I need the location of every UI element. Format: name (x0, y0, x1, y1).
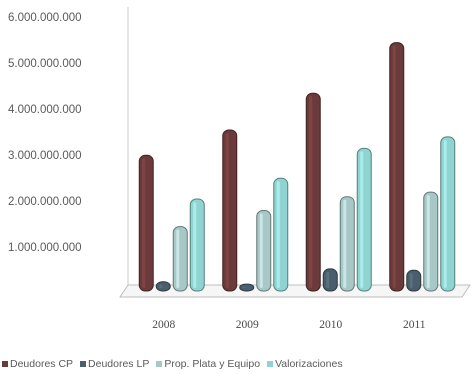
bar-deudores-cp-2009 (222, 129, 238, 292)
bar-prop-plata-y-equipo-2009 (256, 210, 272, 292)
bar-prop-plata-y-equipo-2010 (339, 196, 355, 292)
bar-valorizaciones-2011 (440, 136, 456, 292)
bar-valorizaciones-2009 (273, 177, 289, 292)
x-tick-label: 2008 (152, 319, 175, 331)
legend-item: Deudores LP (80, 358, 149, 370)
x-tick-label: 2010 (319, 319, 342, 331)
chart-legend: Deudores CP Deudores LP Prop. Plata y Equi… (2, 356, 475, 372)
y-tick-label: 2.000.000.000 (8, 196, 82, 208)
legend-label: Valorizaciones (275, 358, 343, 370)
bar-deudores-lp-2010 (322, 268, 338, 292)
y-tick-label: 5.000.000.000 (8, 58, 82, 70)
legend-label: Deudores LP (88, 358, 150, 370)
legend-label: Deudores CP (10, 358, 74, 370)
bar-prop-plata-y-equipo-2011 (423, 191, 439, 292)
bar-deudores-cp-2010 (305, 92, 321, 292)
bar-valorizaciones-2008 (189, 198, 205, 292)
y-tick-label: 3.000.000.000 (8, 150, 82, 162)
x-tick-label: 2009 (236, 319, 259, 331)
legend-item: Prop. Plata y Equipo (156, 358, 260, 370)
y-tick-label: 4.000.000.000 (8, 104, 82, 116)
legend-item: Valorizaciones (267, 358, 343, 370)
bar-deudores-cp-2011 (389, 42, 405, 292)
y-tick-label: 6.000.000.000 (8, 12, 82, 24)
bar-deudores-cp-2008 (138, 154, 154, 292)
bar-deudores-lp-2011 (406, 269, 422, 292)
legend-swatch (2, 361, 8, 367)
bar-deudores-lp-2009 (239, 283, 255, 292)
legend-label: Prop. Plata y Equipo (164, 358, 261, 370)
legend-item: Deudores CP (2, 358, 73, 370)
bar-deudores-lp-2008 (155, 281, 171, 292)
bar-valorizaciones-2010 (356, 147, 372, 292)
y-tick-label: 1.000.000.000 (8, 242, 82, 254)
x-tick-label: 2011 (403, 319, 426, 331)
legend-swatch (156, 361, 163, 367)
legend-swatch (80, 361, 87, 367)
chart-floor (119, 284, 471, 298)
bar-prop-plata-y-equipo-2008 (172, 226, 188, 292)
legend-swatch (267, 361, 274, 367)
